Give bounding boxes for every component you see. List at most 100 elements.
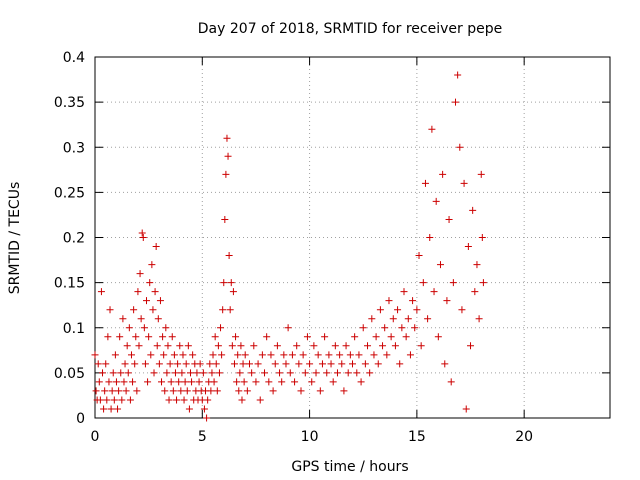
- data-point: [271, 360, 279, 368]
- data-point: [430, 288, 438, 296]
- data-point: [134, 288, 142, 296]
- data-point: [217, 324, 225, 332]
- data-point: [232, 333, 240, 341]
- y-tick-label: 0.35: [54, 95, 85, 111]
- data-point: [381, 324, 389, 332]
- data-point: [344, 369, 352, 377]
- data-point: [346, 351, 354, 359]
- data-point: [478, 234, 486, 241]
- data-point: [181, 378, 189, 386]
- data-point: [479, 279, 487, 287]
- data-point: [391, 342, 399, 350]
- data-point: [207, 387, 215, 395]
- data-point: [183, 387, 191, 395]
- data-point: [258, 351, 266, 359]
- data-point: [406, 351, 414, 359]
- data-point: [299, 351, 307, 359]
- data-point: [133, 387, 141, 395]
- data-point: [125, 324, 133, 332]
- x-tick-label: 0: [91, 429, 100, 445]
- data-point: [460, 179, 468, 187]
- data-point: [359, 324, 367, 332]
- data-point: [114, 405, 122, 413]
- data-point: [193, 369, 201, 377]
- data-point: [206, 360, 214, 368]
- data-point: [95, 378, 103, 386]
- data-point: [276, 369, 284, 377]
- data-point: [424, 315, 432, 323]
- data-point: [428, 125, 436, 133]
- data-point: [295, 360, 303, 368]
- data-point: [336, 351, 344, 359]
- x-axis-label: GPS time / hours: [291, 459, 408, 475]
- data-point: [179, 351, 187, 359]
- y-tick-label: 0.3: [63, 140, 85, 156]
- data-point: [185, 405, 193, 413]
- data-point: [293, 342, 301, 350]
- data-point: [186, 369, 194, 377]
- data-point: [340, 387, 348, 395]
- x-tick-label: 15: [408, 429, 426, 445]
- data-point: [432, 197, 440, 205]
- data-point: [178, 369, 186, 377]
- data-point: [230, 360, 238, 368]
- data-point: [127, 351, 135, 359]
- data-point: [152, 243, 160, 251]
- data-point: [421, 179, 429, 187]
- data-point: [222, 170, 230, 178]
- data-point: [402, 333, 410, 341]
- data-point: [130, 306, 138, 314]
- data-point: [439, 170, 447, 178]
- data-point: [233, 378, 241, 386]
- data-point: [137, 315, 145, 323]
- data-point: [385, 297, 393, 305]
- data-point: [239, 360, 247, 368]
- data-point: [400, 288, 408, 296]
- data-point: [148, 261, 156, 269]
- data-point: [196, 360, 204, 368]
- data-point: [226, 306, 234, 314]
- data-point: [467, 342, 475, 350]
- data-point: [312, 369, 320, 377]
- data-point: [282, 360, 290, 368]
- data-point: [237, 342, 245, 350]
- data-point: [374, 360, 382, 368]
- data-point: [229, 288, 237, 296]
- data-point: [361, 360, 369, 368]
- data-point: [227, 279, 235, 287]
- data-point: [370, 351, 378, 359]
- data-point: [164, 342, 172, 350]
- data-point: [417, 342, 425, 350]
- y-tick-label: 0.1: [63, 321, 85, 337]
- data-point: [325, 351, 333, 359]
- data-point: [166, 360, 174, 368]
- data-point: [213, 387, 221, 395]
- data-point: [236, 369, 244, 377]
- data-point: [108, 387, 116, 395]
- data-point: [288, 351, 296, 359]
- data-point: [265, 378, 273, 386]
- data-point: [323, 369, 331, 377]
- data-point: [126, 396, 134, 404]
- data-point: [329, 378, 337, 386]
- data-point: [404, 315, 412, 323]
- data-point: [396, 360, 404, 368]
- data-point: [419, 279, 427, 287]
- data-point: [327, 360, 335, 368]
- data-point: [333, 369, 341, 377]
- data-point: [210, 378, 218, 386]
- data-point: [103, 396, 111, 404]
- data-point: [195, 378, 203, 386]
- data-point: [156, 297, 164, 305]
- data-point: [151, 288, 159, 296]
- y-tick-label: 0: [76, 411, 85, 427]
- data-point: [204, 396, 212, 404]
- data-point: [228, 342, 236, 350]
- data-point: [177, 387, 185, 395]
- data-point: [372, 333, 380, 341]
- data-point: [445, 215, 453, 223]
- data-point: [109, 369, 117, 377]
- data-point: [147, 351, 155, 359]
- data-point: [269, 387, 277, 395]
